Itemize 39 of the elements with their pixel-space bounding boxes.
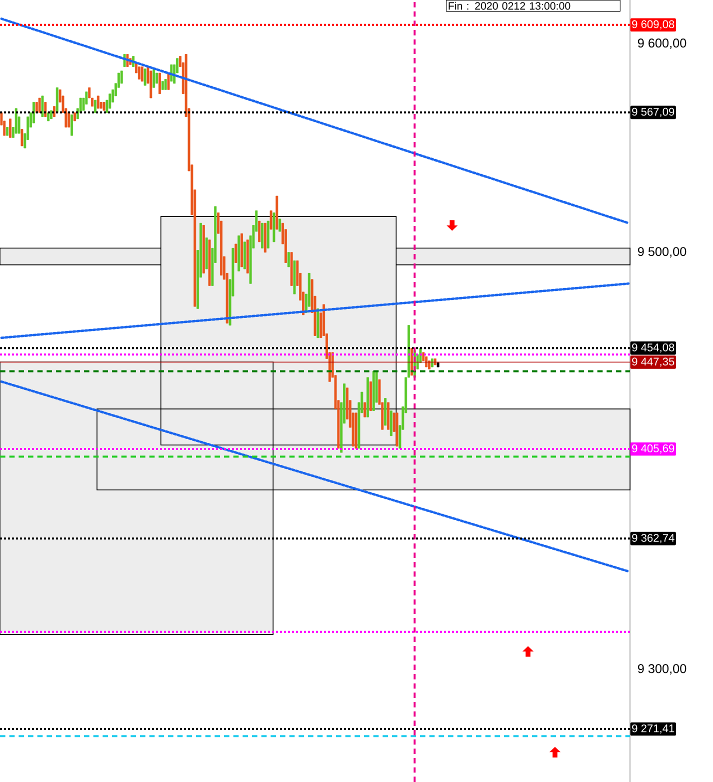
candlestick	[41, 96, 44, 118]
candlestick	[120, 70, 123, 84]
candlestick	[70, 114, 74, 136]
candlestick	[20, 128, 24, 146]
candlestick	[152, 68, 156, 88]
candlestick	[94, 100, 96, 114]
candlestick	[158, 72, 161, 94]
candlestick	[108, 93, 112, 109]
candlestick	[156, 72, 158, 84]
candlestick	[32, 102, 35, 124]
candlestick	[270, 210, 272, 230]
candlestick	[9, 118, 12, 138]
candlestick	[364, 402, 366, 418]
candlestick	[258, 220, 261, 242]
annotation: Fin : 2020 0212 13:00:00	[448, 2, 570, 10]
candlestick	[52, 106, 56, 118]
candlestick	[138, 66, 140, 80]
ref-line-label: 9 405,69	[632, 444, 674, 454]
candlestick	[144, 68, 146, 86]
ref-line-label: 9 454,08	[632, 344, 674, 353]
y-tick-label: 9 300,00	[638, 664, 686, 675]
ref-line-label: 9 362,74	[632, 534, 674, 544]
ref-line-label: 9 447,35	[632, 358, 674, 367]
candlestick	[164, 78, 167, 90]
candlestick	[278, 218, 282, 232]
ref-line-label: 9 609,08	[632, 20, 674, 30]
candlestick	[425, 356, 428, 368]
y-tick-label: 9 500,00	[638, 247, 686, 258]
candlestick	[68, 112, 70, 128]
y-tick-label: 9 600,00	[638, 38, 686, 50]
candlestick	[170, 64, 173, 82]
candlestick	[38, 98, 41, 114]
candlestick	[287, 252, 290, 268]
candlestick	[140, 66, 144, 82]
ref-line-label: 9 271,41	[632, 724, 674, 734]
candlestick	[44, 102, 47, 118]
candlestick	[234, 244, 238, 264]
candlestick	[96, 96, 100, 109]
ref-line-label: 9 567,09	[632, 108, 674, 117]
